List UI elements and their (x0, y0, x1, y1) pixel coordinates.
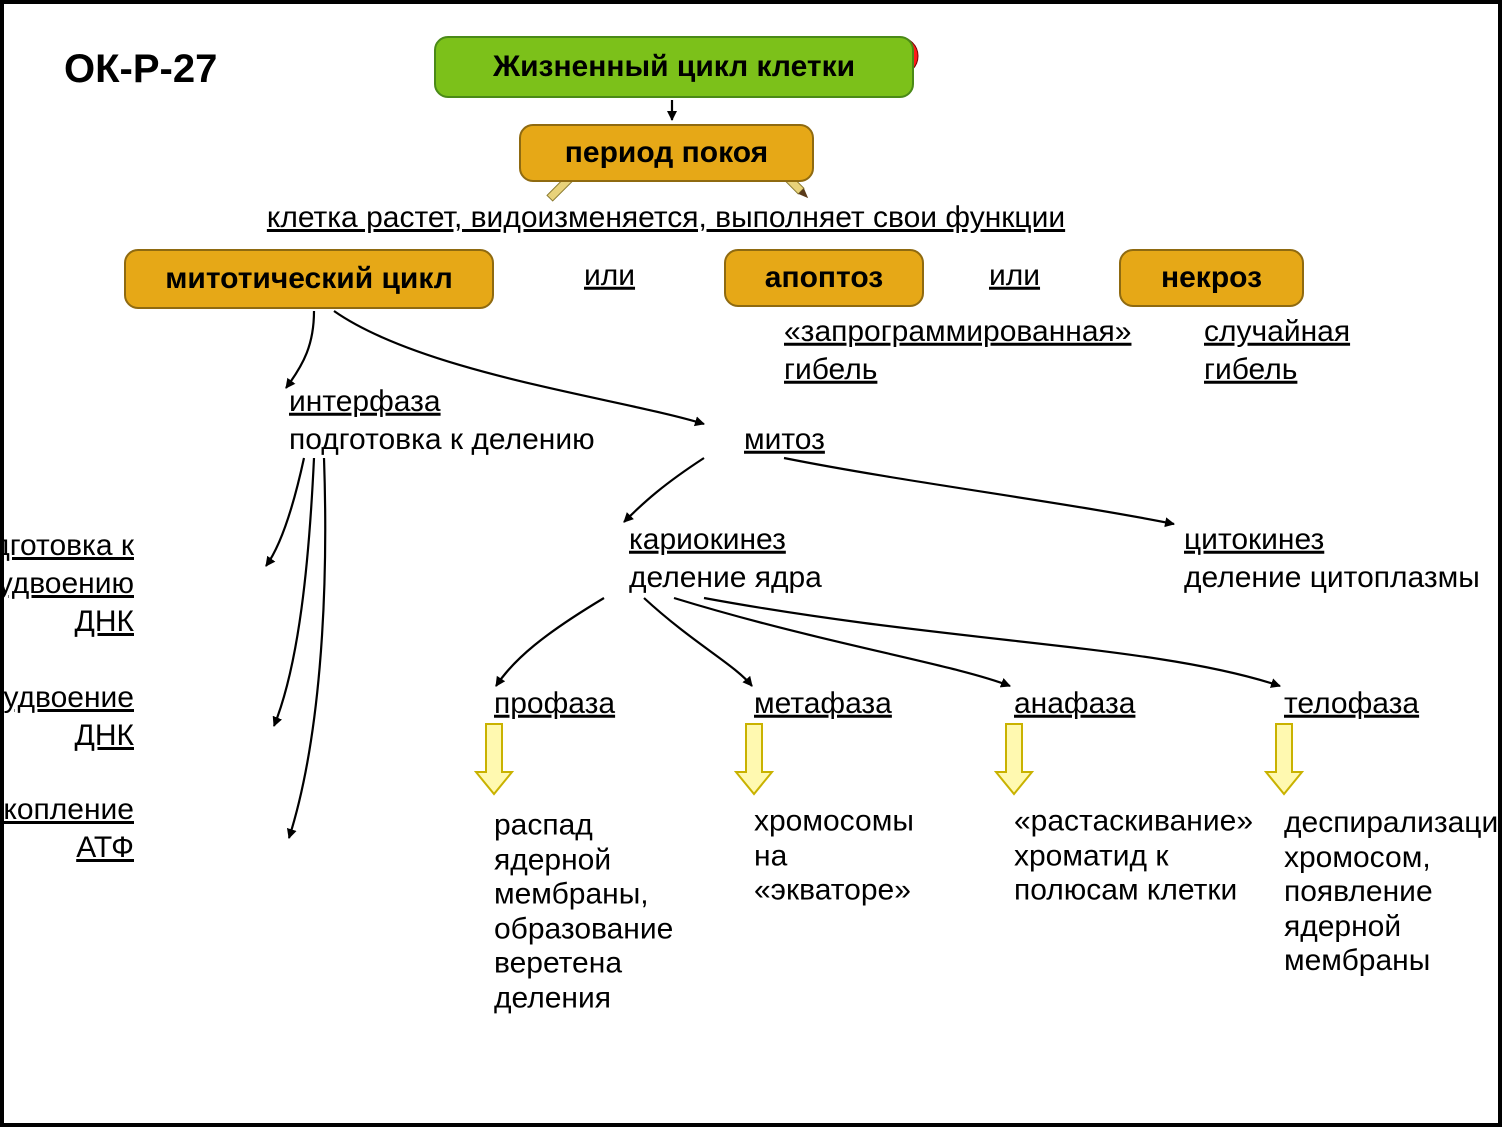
diagram-stage: ОК-Р-27 Жизненный цикл клетки период поко… (0, 0, 1502, 1127)
text-atf2: АТФ (0, 831, 134, 866)
text-dnk1a: - подготовка к (0, 529, 134, 564)
node-apop: апоптоз (724, 249, 924, 307)
arrow-10 (274, 458, 314, 726)
node-necro: некроз (1119, 249, 1304, 307)
text-dnk1c: ДНК (0, 605, 134, 640)
text-dnk2b: ДНК (0, 719, 134, 754)
arrow-9 (266, 458, 304, 566)
block-arrow-1 (736, 724, 772, 794)
arrow-8 (704, 598, 1280, 686)
diagram-code: ОК-Р-27 (64, 46, 217, 92)
arrow-7 (674, 598, 1010, 686)
arrow-4 (784, 458, 1174, 524)
arrow-11 (289, 458, 325, 838)
node-rest: период покоя (519, 124, 814, 182)
text-dnk1b: удвоению (0, 567, 134, 602)
block-arrow-2 (996, 724, 1032, 794)
arrow-5 (496, 598, 604, 686)
text-grow: клетка растет, видоизменяется, выполняет… (116, 201, 1216, 236)
node-root: Жизненный цикл клетки (434, 36, 914, 98)
block-arrow-3 (1266, 724, 1302, 794)
arrow-6 (644, 598, 752, 686)
text-atf1: - накопление (0, 793, 134, 828)
node-mitotic: митотический цикл (124, 249, 494, 309)
arrow-1 (286, 311, 314, 388)
text-dnk2a: - удвоение (0, 681, 134, 716)
arrow-3 (624, 458, 704, 522)
block-arrow-0 (476, 724, 512, 794)
